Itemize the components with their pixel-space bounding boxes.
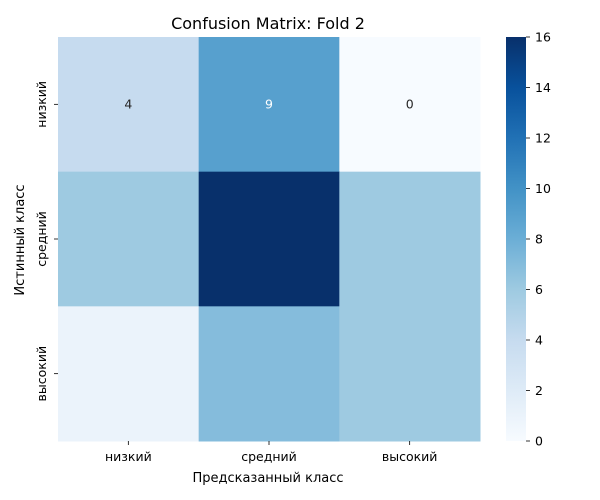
colorbar-tick-label: 6 bbox=[535, 282, 543, 297]
cell-annotation-r0-c0: 4 bbox=[124, 96, 132, 111]
heatmap-cell-r0-c1 bbox=[198, 37, 340, 173]
colorbar-tick-label: 12 bbox=[535, 131, 551, 146]
colorbar-tick-label: 8 bbox=[535, 232, 543, 247]
heatmap-cell-r2-c2 bbox=[339, 306, 481, 442]
heatmap-cell-r2-c1 bbox=[198, 306, 340, 442]
colorbar-tick-label: 10 bbox=[535, 181, 551, 196]
heatmap-cell-r0-c0 bbox=[58, 37, 200, 173]
y-tick-label: средний bbox=[34, 211, 49, 267]
heatmap-cell-r2-c0 bbox=[58, 306, 200, 442]
heatmap-cell-r1-c1 bbox=[198, 171, 340, 307]
chart-title: Confusion Matrix: Fold 2 bbox=[171, 14, 365, 33]
colorbar-tick-label: 2 bbox=[535, 383, 543, 398]
colorbar-ticks: 0 2 4 6 8 10 12 14 16 bbox=[526, 30, 551, 449]
y-tick-label: низкий bbox=[34, 81, 49, 128]
heatmap-cells bbox=[58, 37, 481, 442]
x-tick-label: средний bbox=[241, 449, 297, 464]
y-axis-ticks: низкий средний высокий bbox=[34, 81, 58, 401]
cell-annotation-r0-c1: 9 bbox=[265, 96, 273, 111]
x-axis-label: Предсказанный класс bbox=[192, 471, 343, 486]
x-axis-ticks: низкий средний высокий bbox=[105, 441, 437, 464]
x-tick-label: низкий bbox=[105, 449, 152, 464]
colorbar-tick-label: 16 bbox=[535, 30, 551, 45]
heatmap-cell-r1-c0 bbox=[58, 171, 200, 307]
colorbar bbox=[506, 37, 526, 441]
heatmap-cell-r1-c2 bbox=[339, 171, 481, 307]
x-tick-label: высокий bbox=[382, 449, 438, 464]
y-tick-label: высокий bbox=[34, 346, 49, 402]
cell-annotation-r0-c2: 0 bbox=[406, 96, 414, 111]
colorbar-tick-label: 4 bbox=[535, 333, 543, 348]
heatmap-cell-r0-c2 bbox=[339, 37, 481, 173]
y-axis-label: Истинный класс bbox=[13, 184, 28, 295]
cell-annotations: 4 9 0 bbox=[124, 96, 413, 111]
colorbar-tick-label: 14 bbox=[535, 80, 551, 95]
colorbar-tick-label: 0 bbox=[535, 434, 543, 449]
